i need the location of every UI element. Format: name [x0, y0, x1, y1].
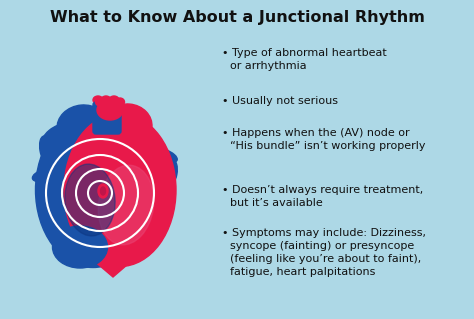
Ellipse shape	[101, 96, 111, 104]
Ellipse shape	[95, 98, 117, 116]
Ellipse shape	[163, 159, 177, 187]
Ellipse shape	[97, 100, 123, 120]
Ellipse shape	[40, 136, 53, 164]
Ellipse shape	[32, 168, 60, 182]
Text: • Type of abnormal heartbeat: • Type of abnormal heartbeat	[222, 48, 387, 58]
Ellipse shape	[104, 104, 152, 146]
Ellipse shape	[116, 98, 125, 106]
Text: • Symptoms may include: Dizziness,: • Symptoms may include: Dizziness,	[222, 228, 426, 238]
Text: • Doesn’t always require treatment,: • Doesn’t always require treatment,	[222, 185, 423, 195]
Text: syncope (fainting) or presyncope: syncope (fainting) or presyncope	[230, 241, 414, 251]
Text: • Happens when the (AV) node or: • Happens when the (AV) node or	[222, 128, 410, 138]
Ellipse shape	[98, 184, 108, 198]
FancyBboxPatch shape	[93, 102, 121, 134]
Text: but it’s available: but it’s available	[230, 198, 323, 208]
Ellipse shape	[105, 98, 115, 106]
Ellipse shape	[64, 114, 176, 266]
Ellipse shape	[93, 96, 103, 104]
Ellipse shape	[98, 165, 154, 245]
Ellipse shape	[57, 105, 109, 149]
Ellipse shape	[53, 226, 108, 268]
Text: fatigue, heart palpitations: fatigue, heart palpitations	[230, 267, 375, 277]
Text: (feeling like you’re about to faint),: (feeling like you’re about to faint),	[230, 254, 421, 264]
Ellipse shape	[100, 187, 106, 195]
Polygon shape	[66, 237, 156, 277]
Ellipse shape	[42, 125, 64, 145]
Ellipse shape	[109, 96, 119, 104]
Text: or arrhythmia: or arrhythmia	[230, 61, 307, 71]
Ellipse shape	[36, 113, 151, 268]
Ellipse shape	[65, 164, 115, 236]
Ellipse shape	[149, 147, 177, 163]
Text: “His bundle” isn’t working properly: “His bundle” isn’t working properly	[230, 141, 426, 151]
Ellipse shape	[95, 98, 104, 106]
Text: What to Know About a Junctional Rhythm: What to Know About a Junctional Rhythm	[50, 10, 424, 25]
Text: • Usually not serious: • Usually not serious	[222, 96, 338, 106]
